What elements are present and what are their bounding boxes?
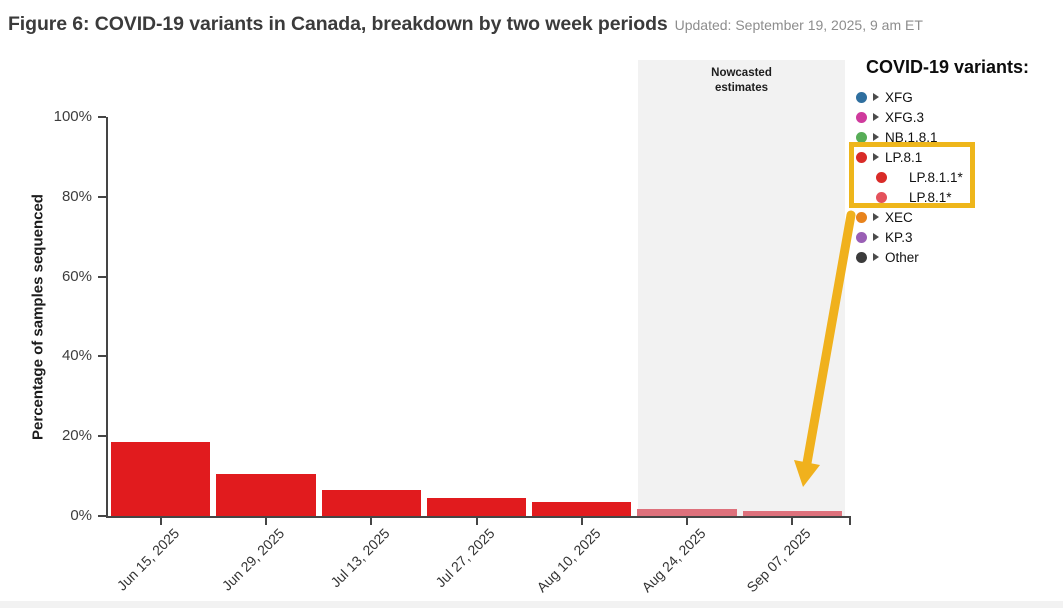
y-axis-tick xyxy=(98,435,106,438)
legend-color-dot xyxy=(876,171,887,183)
legend-title: COVID-19 variants: xyxy=(866,57,1030,77)
x-axis-tick-label: Jul 27, 2025 xyxy=(432,525,498,591)
y-axis-line xyxy=(106,117,108,518)
bar-Aug 10, 2025[interactable] xyxy=(532,502,632,516)
bar-Jun 15, 2025[interactable] xyxy=(111,442,211,516)
variants-legend: COVID-19 variants: XFG XFG.3 NB.1.8.1 LP.8.… xyxy=(856,57,1062,267)
legend-color-dot xyxy=(856,231,867,243)
y-axis-tick xyxy=(98,355,106,358)
legend-item-LP.8.1[interactable]: LP.8.1 xyxy=(856,147,1062,167)
bar-Aug 24, 2025[interactable] xyxy=(637,508,737,516)
legend-color-dot xyxy=(856,131,867,143)
x-axis-tick-label: Jun 29, 2025 xyxy=(218,525,288,594)
y-axis-tick-label: 0% xyxy=(70,507,92,524)
y-axis-tick xyxy=(98,116,106,118)
bar-Jul 27, 2025[interactable] xyxy=(426,497,527,516)
expand-triangle-icon[interactable] xyxy=(873,153,879,161)
x-axis-end-tick xyxy=(849,518,851,525)
legend-item-LP.8.1.1*[interactable]: LP.8.1.1* xyxy=(856,167,1062,187)
y-axis-tick-label: 60% xyxy=(61,267,92,285)
figure-header: Figure 6: COVID-19 variants in Canada, b… xyxy=(8,13,923,36)
legend-item-NB.1.8.1[interactable]: NB.1.8.1 xyxy=(856,127,1062,147)
y-axis-tick-label: 100% xyxy=(53,108,92,125)
bar-Jul 13, 2025[interactable] xyxy=(321,490,421,516)
expand-triangle-icon[interactable] xyxy=(873,213,879,221)
y-axis-tick xyxy=(98,275,106,278)
y-axis-title: Percentage of samples sequenced xyxy=(29,194,47,440)
x-axis-tick xyxy=(580,518,583,525)
expand-triangle-icon[interactable] xyxy=(873,253,879,261)
legend-color-dot xyxy=(856,91,867,103)
legend-color-dot xyxy=(856,151,867,163)
legend-item-XFG.3[interactable]: XFG.3 xyxy=(856,107,1062,127)
x-axis-tick xyxy=(791,518,794,525)
x-axis-tick-label: Jul 13, 2025 xyxy=(327,525,393,591)
legend-item-label: NB.1.8.1 xyxy=(885,129,938,145)
y-axis-tick-label: 40% xyxy=(61,347,92,365)
y-axis-tick-label: 20% xyxy=(61,427,92,445)
bar-Jun 29, 2025[interactable] xyxy=(216,474,316,516)
x-axis-line xyxy=(108,516,851,518)
legend-color-dot xyxy=(876,191,887,203)
updated-timestamp: Updated: September 19, 2025, 9 am ET xyxy=(674,17,923,33)
legend-item-label: XFG xyxy=(885,89,913,105)
x-axis-tick xyxy=(686,518,689,525)
x-axis-tick xyxy=(159,518,162,525)
x-axis-tick xyxy=(370,518,373,525)
legend-item-label: Other xyxy=(885,249,919,265)
figure-title: Figure 6: COVID-19 variants in Canada, b… xyxy=(8,13,668,35)
x-axis-tick xyxy=(475,518,478,525)
y-axis-tick-label: 80% xyxy=(61,187,92,205)
legend-item-XFG[interactable]: XFG xyxy=(856,87,1062,107)
x-axis-tick xyxy=(264,518,267,525)
legend-color-dot xyxy=(856,251,867,263)
expand-triangle-icon[interactable] xyxy=(873,233,879,241)
legend-item-KP.3[interactable]: KP.3 xyxy=(856,227,1062,247)
legend-item-LP.8.1*[interactable]: LP.8.1* xyxy=(856,187,1062,207)
expand-triangle-icon[interactable] xyxy=(873,93,879,101)
x-axis-tick-label: Sep 07, 2025 xyxy=(743,525,814,596)
nowcast-label: Nowcasted estimates xyxy=(711,67,772,94)
legend-color-dot xyxy=(856,111,867,123)
y-axis-tick xyxy=(98,195,106,198)
legend-item-label: XEC xyxy=(885,209,913,225)
nowcast-region: Nowcasted estimates xyxy=(638,60,845,517)
legend-item-Other[interactable]: Other xyxy=(856,247,1062,267)
expand-triangle-icon[interactable] xyxy=(873,113,879,121)
legend-color-dot xyxy=(856,211,867,223)
legend-item-label: XFG.3 xyxy=(885,109,925,125)
x-axis-tick-label: Aug 10, 2025 xyxy=(532,525,604,596)
legend-item-label: LP.8.1* xyxy=(909,189,952,205)
bar-Sep 07, 2025[interactable] xyxy=(742,511,842,516)
x-axis-tick-label: Aug 24, 2025 xyxy=(638,525,709,596)
y-axis-tick xyxy=(98,515,106,517)
page-bottom-edge xyxy=(0,601,1063,608)
x-axis-tick-label: Jun 15, 2025 xyxy=(113,525,182,594)
legend-item-label: KP.3 xyxy=(885,229,913,245)
legend-item-XEC[interactable]: XEC xyxy=(856,207,1062,227)
legend-item-label: LP.8.1.1* xyxy=(909,169,963,185)
expand-triangle-icon[interactable] xyxy=(873,133,879,141)
legend-item-label: LP.8.1 xyxy=(885,149,923,165)
